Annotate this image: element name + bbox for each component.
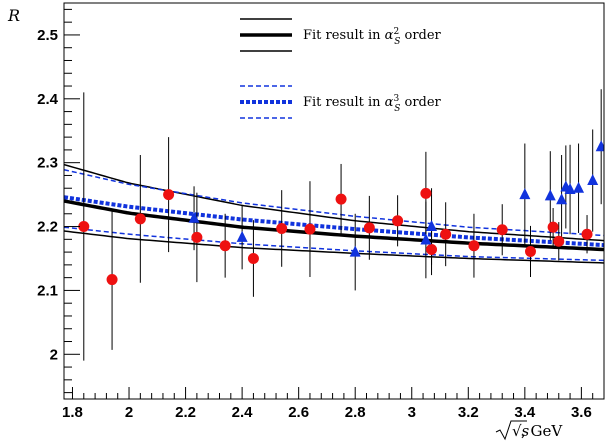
data-point-circle [191, 231, 203, 243]
data-point-circle [163, 189, 175, 201]
fit-alpha3 [64, 168, 604, 262]
x-tick-label: 2.4 [232, 404, 254, 421]
legend-label-alpha3-prefix: Fit result in [303, 95, 385, 110]
data-point-triangle [236, 230, 248, 242]
legend: Fit result in α2 S order Fit result in α3… [240, 18, 442, 119]
data-point-circle [304, 223, 316, 235]
fit-alpha3-upper [64, 168, 604, 237]
x-axis-title-unit: , GeV [521, 422, 563, 440]
data-point-circle [335, 193, 347, 205]
y-tick-label: 2.4 [37, 91, 59, 108]
data-point-triangle [188, 211, 200, 223]
data-point-circle [276, 222, 288, 234]
legend-label-alpha2-suffix: order [400, 28, 441, 43]
data-point-triangle [587, 174, 599, 186]
x-tick-label: 2.2 [175, 404, 196, 421]
legend-label-alpha2-sup: 2 [393, 27, 399, 37]
data-point-triangle [349, 245, 361, 257]
data-point-circle [547, 221, 559, 233]
data-point-circle [363, 222, 375, 234]
fit-curves [64, 163, 604, 264]
y-tick-label: 2.2 [37, 219, 58, 236]
y-axis-title: R [7, 6, 20, 25]
data-point-circle [553, 235, 565, 247]
x-axis-title-symbol: √s [512, 422, 530, 440]
data-point-circle [106, 274, 118, 286]
axis-ticks [64, 8, 605, 399]
data-point-triangle [564, 183, 576, 195]
x-tick-label: 2.6 [288, 404, 309, 421]
data-point-circle [468, 240, 480, 252]
data-point-circle [247, 252, 259, 264]
data-point-circle [219, 240, 231, 252]
data-point-triangle [426, 220, 438, 232]
data-point-triangle [573, 181, 585, 193]
data-point-circle [440, 228, 452, 240]
x-tick-labels: 1.8 2 2.2 2.4 2.6 2.8 3 3.2 3.4 3.6 [62, 404, 592, 421]
svg-text:Fit result in α2S order: Fit result in α2 S order [303, 27, 442, 47]
legend-label-alpha3-suffix: order [400, 95, 441, 110]
data-points [78, 89, 604, 361]
data-point-circle [524, 245, 536, 257]
x-tick-label: 2 [125, 404, 133, 421]
legend-label-alpha2-symbol: α [385, 28, 394, 43]
legend-label-alpha3-symbol: α [385, 95, 394, 110]
x-tick-label: 2.8 [345, 404, 366, 421]
data-point-circle [581, 228, 593, 240]
y-tick-label: 2.5 [37, 27, 58, 44]
fit-alpha2-lower [64, 230, 604, 264]
legend-label-alpha2-prefix: Fit result in [303, 28, 385, 43]
legend-entry-alpha2: Fit result in α2 S order [240, 18, 442, 52]
legend-label-alpha2-sub: S [394, 37, 400, 47]
legend-label-alpha3-sup: 3 [393, 94, 399, 104]
x-tick-label: 3.2 [458, 404, 479, 421]
x-axis-title: √s , GeV [495, 420, 563, 441]
legend-label-alpha3-sub: S [394, 104, 400, 114]
data-point-triangle [556, 193, 568, 205]
y-tick-labels: 2 2.1 2.2 2.3 2.4 2.5 [37, 27, 59, 363]
data-point-circle [134, 213, 146, 225]
svg-text:Fit result in α3S order: Fit result in α3 S order [303, 94, 442, 114]
data-point-circle [392, 215, 404, 227]
data-point-triangle [595, 140, 604, 152]
y-tick-label: 2 [50, 346, 58, 363]
fit-alpha2-central [64, 199, 604, 252]
plot-frame [63, 2, 605, 400]
data-point-triangle [420, 233, 432, 245]
x-tick-label: 3 [408, 404, 416, 421]
data-point-triangle [519, 188, 531, 200]
x-tick-label: 3.6 [571, 404, 592, 421]
data-point-circle [420, 187, 432, 199]
fit-alpha3-lower [64, 226, 604, 262]
data-point-circle [426, 244, 438, 256]
data-point-circle [78, 221, 90, 233]
sqrt-sign [495, 420, 527, 441]
fit-alpha3-central [64, 195, 604, 248]
data-point-triangle [544, 189, 556, 201]
legend-entry-alpha3: Fit result in α3 S order [240, 85, 442, 119]
data-point-circle [496, 224, 508, 236]
x-tick-label: 1.8 [62, 404, 83, 421]
x-tick-label: 3.4 [514, 404, 536, 421]
y-tick-label: 2.3 [37, 155, 58, 172]
y-tick-label: 2.1 [37, 282, 58, 299]
